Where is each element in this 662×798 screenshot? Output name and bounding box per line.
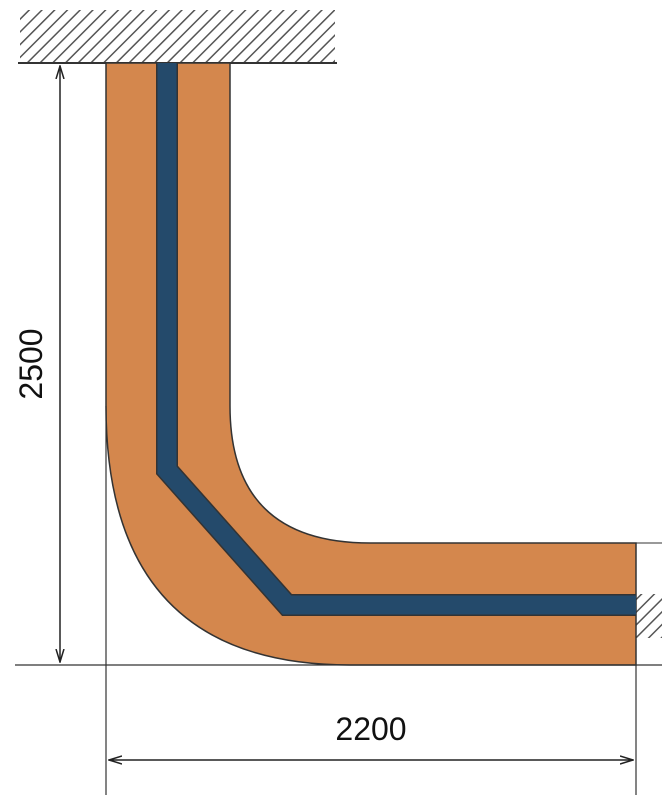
top-fixed-support	[20, 10, 335, 63]
right-fixed-support	[636, 594, 662, 638]
width-dimension-label: 2200	[335, 711, 406, 747]
insulation-body	[105, 62, 637, 666]
height-dimension-label: 2500	[13, 328, 49, 399]
conductor-core-fill	[157, 63, 636, 615]
